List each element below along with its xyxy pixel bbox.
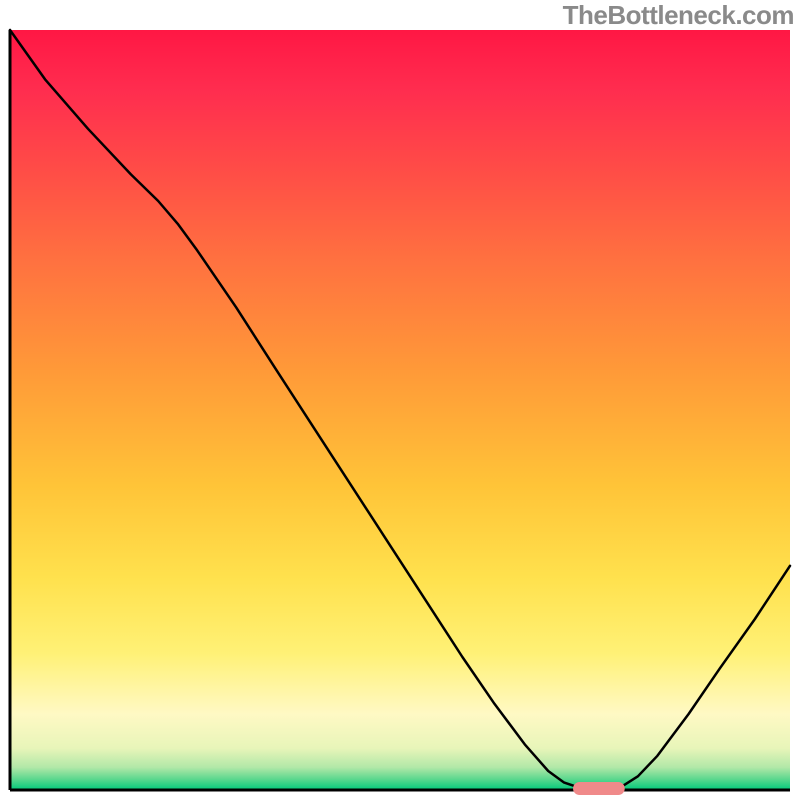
bottleneck-chart: TheBottleneck.com: [0, 0, 800, 800]
optimal-marker: [574, 782, 625, 794]
watermark-text: TheBottleneck.com: [563, 0, 794, 31]
chart-svg: [0, 0, 800, 800]
plot-background: [10, 30, 790, 790]
